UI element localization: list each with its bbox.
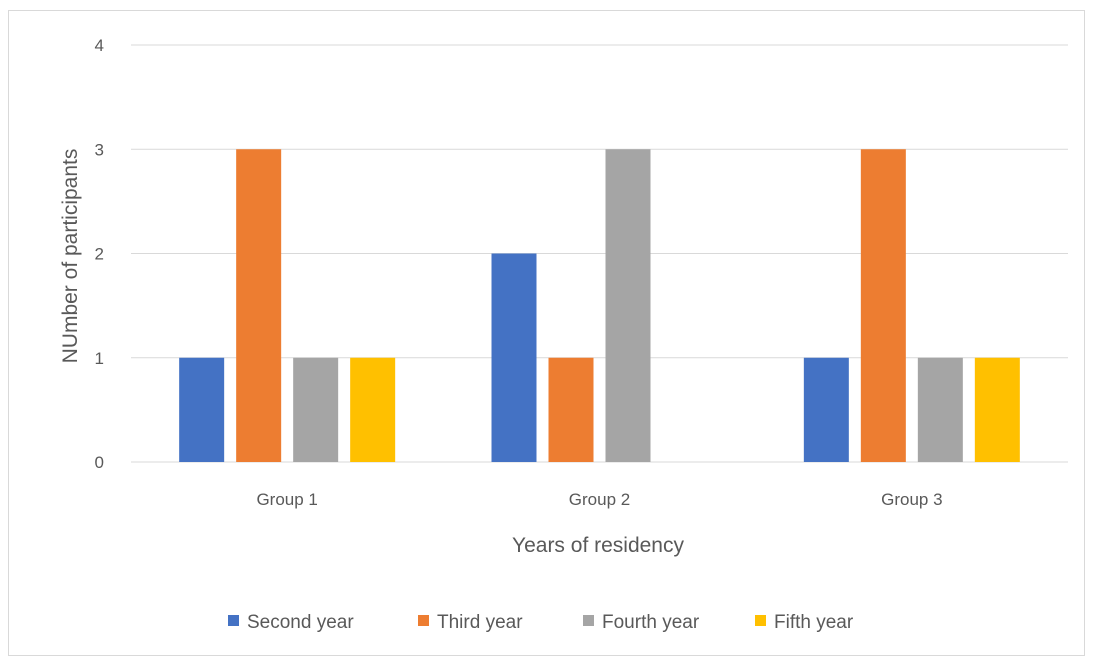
y-tick-labels: 0 1 2 3 4 (95, 36, 104, 472)
x-tick-label: Group 3 (881, 490, 942, 509)
bar (917, 357, 963, 462)
bar (548, 357, 594, 462)
y-tick-label: 4 (95, 36, 104, 55)
legend-swatch (583, 615, 594, 626)
bar (491, 253, 537, 462)
y-axis-title: NUmber of participants (59, 149, 82, 364)
legend-label: Fourth year (602, 612, 700, 633)
bar (605, 149, 651, 462)
legend-label: Fifth year (774, 612, 854, 633)
legend-label: Third year (437, 612, 523, 633)
legend-label: Second year (247, 612, 354, 633)
y-tick-label: 1 (95, 349, 104, 368)
gridlines (131, 44, 1068, 463)
bar (350, 357, 396, 462)
legend-swatch (755, 615, 766, 626)
x-tick-labels: Group 1 Group 2 Group 3 (256, 490, 942, 509)
legend-swatch (228, 615, 239, 626)
x-tick-label: Group 2 (569, 490, 630, 509)
bars (179, 149, 1020, 462)
x-tick-label: Group 1 (256, 490, 317, 509)
bar (974, 357, 1020, 462)
bar (236, 149, 282, 462)
y-tick-label: 3 (95, 140, 104, 159)
x-axis-title: Years of residency (512, 534, 684, 557)
bar (179, 357, 225, 462)
bar (860, 149, 906, 462)
legend-swatch (418, 615, 429, 626)
y-tick-label: 2 (95, 245, 104, 264)
legend: Second year Third year Fourth year Fifth ye… (228, 612, 854, 633)
y-tick-label: 0 (95, 453, 104, 472)
bar (803, 357, 849, 462)
bar (293, 357, 339, 462)
